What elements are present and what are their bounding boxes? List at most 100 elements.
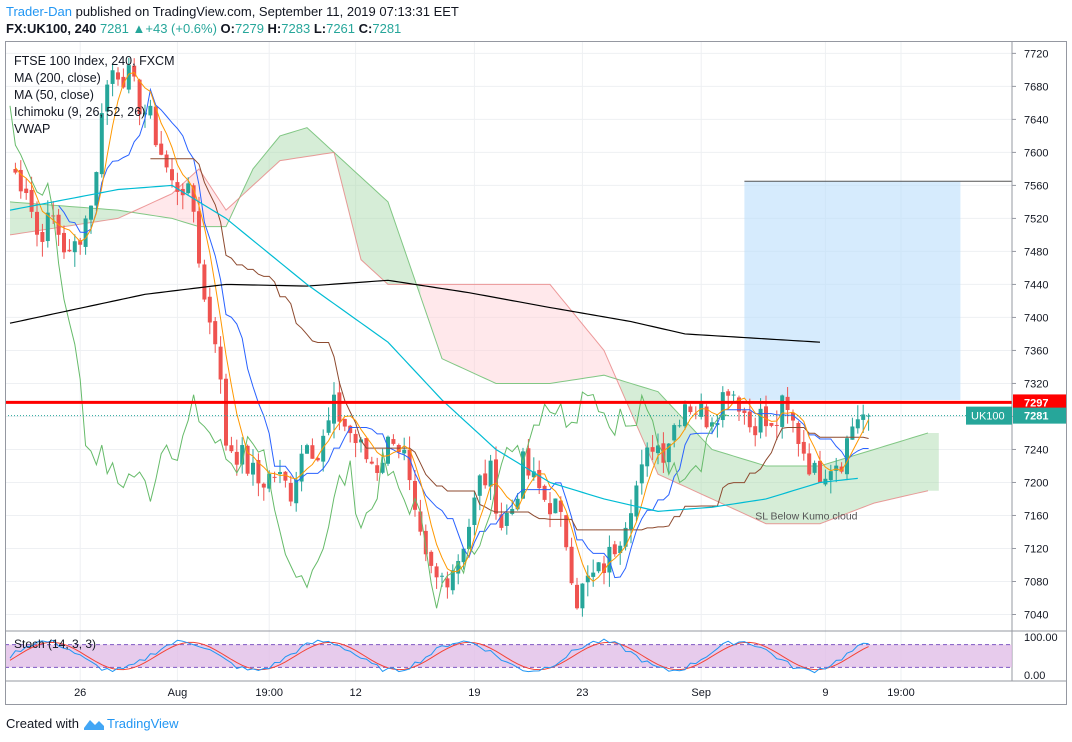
candle-body — [94, 172, 99, 206]
candle-body — [645, 447, 650, 467]
price-tick-label: 7560 — [1024, 180, 1048, 192]
symbol-label: FX:UK100, 240 — [6, 21, 97, 36]
candle-body — [672, 425, 677, 441]
candle-body — [504, 512, 509, 526]
candle-body — [202, 264, 207, 300]
stoch-legend[interactable]: Stoch (14, 3, 3) — [14, 637, 97, 651]
stoch-tick-label: 0.00 — [1024, 670, 1045, 682]
time-tick-label: 19:00 — [255, 687, 283, 699]
candle-body — [602, 563, 606, 574]
open-label: O: — [220, 21, 235, 36]
candle-body — [742, 410, 747, 413]
high-label: H: — [267, 21, 282, 36]
time-tick-label: Aug — [168, 687, 188, 699]
candle-body — [710, 422, 714, 427]
legend-ma50[interactable]: MA (50, close) — [14, 88, 94, 102]
chart-frame — [5, 41, 1067, 705]
candle-body — [623, 527, 628, 547]
candle-body — [521, 451, 525, 499]
candle-body — [121, 76, 126, 88]
candle-body — [596, 562, 601, 572]
candle-body — [272, 476, 277, 478]
candle-body — [234, 451, 239, 465]
chikou-line — [9, 105, 729, 609]
kumo-note: SL Below Kumo cloud — [755, 510, 857, 522]
candle-body — [769, 422, 774, 426]
candle-body — [245, 445, 250, 474]
author-name[interactable]: Trader-Dan — [6, 4, 72, 19]
candle-body — [801, 441, 806, 454]
candle-body — [791, 412, 795, 421]
candle-body — [35, 211, 39, 235]
candle-body — [542, 485, 547, 500]
candle-body — [413, 481, 417, 510]
senkou-span-a — [9, 127, 929, 467]
symbol-badge — [966, 406, 1012, 425]
candle-body — [132, 65, 137, 77]
candle-body — [315, 457, 320, 461]
low-label: L: — [313, 21, 327, 36]
candle-body — [24, 188, 29, 194]
candle-body — [569, 546, 574, 584]
candle-body — [704, 406, 709, 428]
up-arrow-icon: ▲ — [132, 21, 146, 36]
resistance-badge — [1013, 394, 1067, 411]
kumo-cloud — [420, 284, 621, 388]
price-tick-label: 7640 — [1024, 114, 1048, 126]
price-tick-label: 7320 — [1024, 378, 1048, 390]
candle-body — [294, 479, 299, 504]
price-tick-label: 7040 — [1024, 609, 1048, 621]
time-tick-label: 23 — [576, 687, 588, 699]
candle-body — [369, 461, 374, 464]
candle-body — [99, 113, 104, 175]
candle-body — [472, 497, 477, 526]
candle-body — [483, 473, 488, 486]
candle-body — [553, 498, 558, 514]
candle-body — [499, 514, 504, 528]
candle-body — [207, 296, 212, 323]
time-tick-label: 12 — [349, 687, 361, 699]
price-chart[interactable]: SL Below Kumo cloud 7040 7080 7120 7160 7200 7… — [5, 41, 1067, 705]
candle-body — [305, 445, 309, 454]
candle-body — [116, 72, 120, 80]
candle-body — [575, 584, 579, 609]
candle-body — [240, 445, 245, 465]
price-tick-label: 7400 — [1024, 312, 1048, 324]
created-with-text: Created with — [6, 716, 79, 731]
legend-ma200[interactable]: MA (200, close) — [14, 71, 101, 85]
legend-ichimoku[interactable]: Ichimoku (9, 26, 52, 26) — [14, 105, 146, 119]
candle-body — [353, 433, 358, 444]
ma50-line — [9, 184, 858, 512]
senkou-span-b — [9, 151, 929, 525]
candle-body — [170, 169, 174, 181]
low-value: 7261 — [326, 21, 356, 36]
candle-body — [477, 475, 482, 496]
candle-body — [159, 143, 164, 155]
candle-body — [326, 420, 331, 433]
price-change: +43 (+0.6%) — [145, 21, 217, 36]
candle-body — [29, 189, 34, 212]
time-tick-label: 19:00 — [887, 687, 915, 699]
resistance-label: 7297 — [1024, 397, 1048, 409]
price-tick-label: 7360 — [1024, 345, 1048, 357]
candle-body — [391, 439, 396, 444]
legend-vwap[interactable]: VWAP — [14, 122, 51, 136]
price-tick-label: 7120 — [1024, 543, 1048, 555]
candle-body — [580, 583, 585, 609]
price-tick-label: 7440 — [1024, 279, 1048, 291]
candle-body — [850, 426, 855, 440]
candle-body — [591, 572, 596, 577]
tradingview-brand[interactable]: TradingView — [106, 716, 179, 731]
candle-body — [510, 508, 515, 514]
price-tick-label: 7080 — [1024, 576, 1048, 588]
candle-body — [332, 394, 336, 424]
candle-body — [337, 392, 342, 422]
candle-body — [618, 545, 623, 554]
stoch-k-line — [9, 638, 869, 674]
candle-body — [197, 211, 201, 264]
kumo-cloud — [242, 127, 421, 296]
candle-body — [288, 482, 293, 502]
price-tick-label: 7240 — [1024, 444, 1048, 456]
candle-body — [164, 154, 169, 168]
candle-body — [375, 465, 380, 473]
